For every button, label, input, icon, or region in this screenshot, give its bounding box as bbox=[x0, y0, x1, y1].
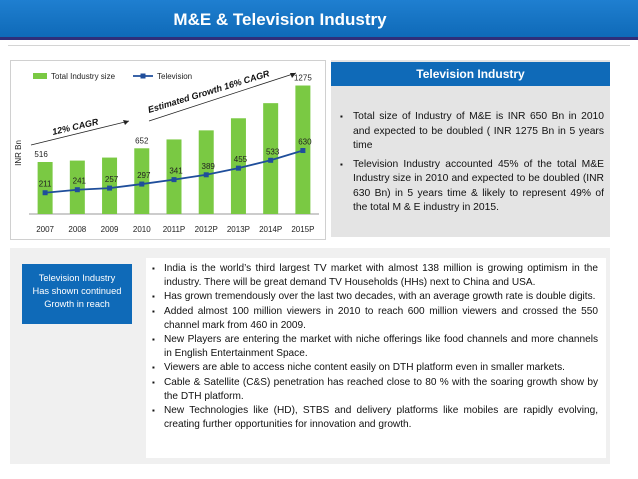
list-item: ▪ Television Industry accounted 45% of th… bbox=[338, 158, 604, 216]
line-point bbox=[107, 185, 113, 191]
line-data-label: 630 bbox=[298, 138, 312, 147]
list-item: ▪ Total size of Industry of M&E is INR 65… bbox=[338, 110, 604, 154]
line-data-label: 533 bbox=[266, 147, 280, 156]
line-point bbox=[74, 187, 80, 193]
legend-label: Television bbox=[157, 72, 192, 81]
x-tick-label: 2008 bbox=[68, 225, 86, 234]
bar bbox=[198, 130, 214, 214]
line-point bbox=[42, 190, 48, 196]
television-panel bbox=[331, 60, 610, 237]
summary-line: Television Industry bbox=[38, 273, 116, 283]
line-data-label: 341 bbox=[169, 167, 183, 176]
bullet-text: Total size of Industry of M&E is INR 650… bbox=[353, 111, 604, 151]
bullet-icon: ▪ bbox=[152, 363, 155, 373]
bar bbox=[37, 162, 53, 214]
line-point bbox=[300, 148, 306, 154]
bullet-icon: ▪ bbox=[152, 377, 155, 387]
line-point bbox=[139, 181, 145, 187]
bullet-icon: ▪ bbox=[152, 406, 155, 416]
summary-line: Has shown continued bbox=[32, 286, 122, 296]
line-data-label: 389 bbox=[202, 162, 216, 171]
line-data-label: 211 bbox=[39, 180, 52, 189]
industry-chart: 516 652 1275 211 241 257 297 341 389 455 533 630 200… bbox=[14, 68, 319, 234]
cagr-arrow bbox=[30, 120, 130, 146]
list-item: ▪ Has grown tremendously over the last tw… bbox=[150, 290, 598, 304]
legend-swatch-marker bbox=[140, 73, 146, 79]
growth-bullet-list: ▪ India is the world’s third largest TV m… bbox=[146, 258, 606, 458]
list-item: ▪ New Technologies like (HD), STBS and de… bbox=[150, 404, 598, 432]
bullet-text: New Players are entering the market with… bbox=[164, 334, 598, 360]
bar bbox=[166, 139, 182, 214]
line-data-label: 257 bbox=[105, 175, 119, 184]
bullet-icon: ▪ bbox=[152, 292, 155, 302]
x-tick-label: 2014P bbox=[259, 225, 282, 234]
bullet-text: Has grown tremendously over the last two… bbox=[164, 291, 596, 303]
x-tick-label: 2011P bbox=[163, 225, 186, 234]
bullet-text: Added almost 100 million viewers in 2010… bbox=[164, 305, 598, 331]
television-panel-title: Television Industry bbox=[331, 62, 610, 86]
line-point bbox=[235, 165, 241, 171]
list-item: ▪ Cable & Satellite (C&S) penetration has… bbox=[150, 376, 598, 404]
legend-swatch-bar bbox=[33, 73, 47, 79]
line-data-label: 297 bbox=[137, 171, 151, 180]
bar-data-label: 1275 bbox=[294, 74, 312, 83]
list-item: ▪ Added almost 100 million viewers in 201… bbox=[150, 305, 598, 333]
bullet-icon: ▪ bbox=[340, 112, 343, 121]
bullet-text: New Technologies like (HD), STBS and del… bbox=[164, 405, 598, 431]
line-point bbox=[203, 172, 209, 178]
line-point bbox=[171, 177, 177, 183]
x-tick-label: 2012P bbox=[195, 225, 218, 234]
bullet-icon: ▪ bbox=[152, 306, 155, 316]
list-item: ▪ India is the world’s third largest TV m… bbox=[150, 262, 598, 290]
list-item: ▪ Viewers are able to access niche conten… bbox=[150, 361, 598, 375]
x-tick-label: 2015P bbox=[291, 225, 314, 234]
bar-data-label: 516 bbox=[34, 150, 48, 159]
line-data-label: 455 bbox=[234, 155, 248, 164]
bullet-text: Viewers are able to access niche content… bbox=[164, 362, 565, 374]
estimated-arrow-head bbox=[290, 73, 296, 78]
bullet-text: India is the world’s third largest TV ma… bbox=[164, 263, 598, 289]
bar bbox=[134, 148, 150, 214]
summary-line: Growth in reach bbox=[44, 299, 110, 309]
bullet-icon: ▪ bbox=[152, 264, 155, 273]
bar-data-label: 652 bbox=[135, 136, 149, 145]
bullet-icon: ▪ bbox=[340, 159, 343, 169]
bullet-text: Television Industry accounted 45% of the… bbox=[353, 158, 604, 214]
x-tick-label: 2009 bbox=[101, 225, 119, 234]
x-tick-label: 2007 bbox=[36, 225, 54, 234]
chart-panel: 516 652 1275 211 241 257 297 341 389 455 533 630 200… bbox=[10, 60, 326, 240]
line-point bbox=[268, 157, 274, 163]
title-divider bbox=[8, 45, 630, 46]
title-bar: M&E & Television Industry bbox=[0, 0, 638, 40]
estimated-arrow bbox=[148, 72, 297, 122]
legend-label: Total Industry size bbox=[51, 72, 116, 81]
y-axis-label: INR Bn bbox=[14, 140, 23, 166]
page-title: M&E & Television Industry bbox=[173, 10, 387, 29]
cagr-arrow-head bbox=[123, 120, 129, 125]
bullet-text: Cable & Satellite (C&S) penetration has … bbox=[164, 376, 598, 402]
bullet-icon: ▪ bbox=[152, 335, 155, 345]
television-bullet-list: ▪ Total size of Industry of M&E is INR 65… bbox=[338, 110, 604, 220]
line-data-label: 241 bbox=[73, 177, 87, 186]
x-tick-label: 2010 bbox=[133, 225, 151, 234]
list-item: ▪ New Players are entering the market wit… bbox=[150, 333, 598, 361]
growth-summary-box: Television Industry Has shown continued … bbox=[22, 264, 132, 324]
x-tick-label: 2013P bbox=[227, 225, 250, 234]
